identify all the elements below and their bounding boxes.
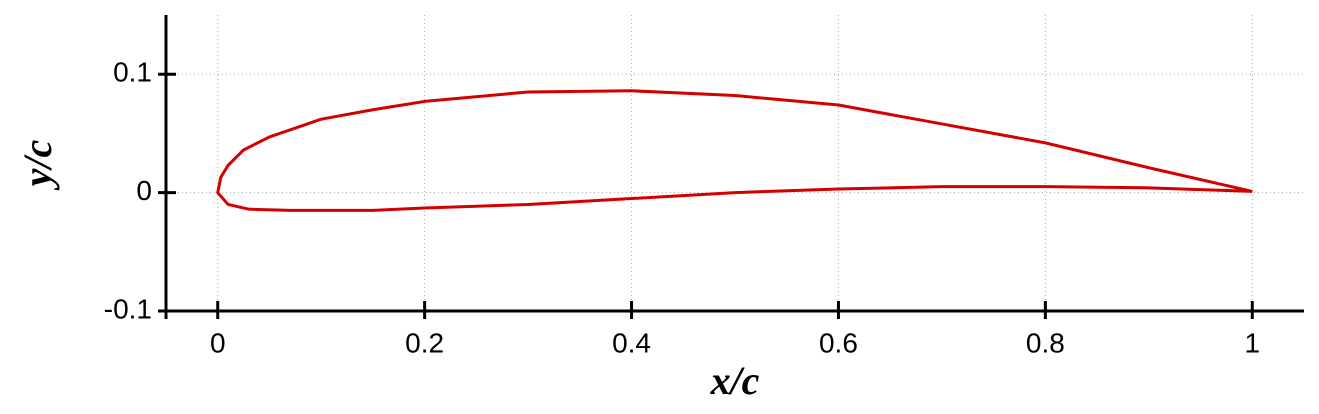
airfoil-line <box>216 89 1253 212</box>
x-tick-label: 0.4 <box>612 327 651 358</box>
x-tick-label: 0.8 <box>1026 327 1065 358</box>
y-tick-label: 0.1 <box>113 57 152 88</box>
y-tick-label: 0 <box>136 175 152 206</box>
x-tick-label: 0 <box>210 327 226 358</box>
y-axis-label: y/c <box>15 139 60 190</box>
x-tick-label: 0.6 <box>819 327 858 358</box>
x-tick-label: 1 <box>1244 327 1260 358</box>
x-tick-label: 0.2 <box>405 327 444 358</box>
y-tick-label: -0.1 <box>104 293 152 324</box>
x-axis-label: x/c <box>710 358 760 403</box>
